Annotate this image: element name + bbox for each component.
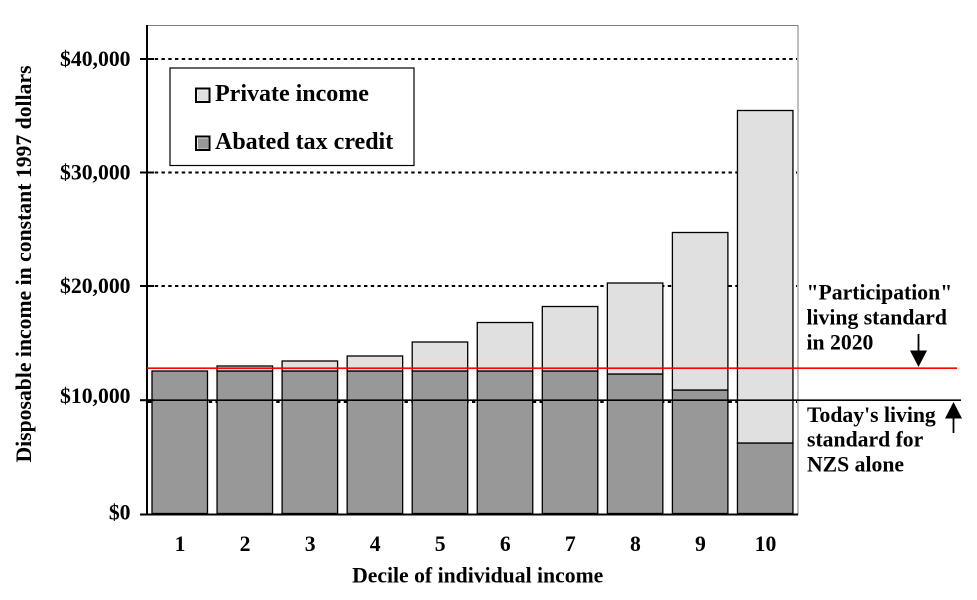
svg-text:$20,000: $20,000 — [60, 274, 131, 298]
svg-text:$10,000: $10,000 — [60, 384, 131, 408]
svg-text:NZS alone: NZS alone — [807, 452, 904, 476]
svg-text:Private income: Private income — [215, 81, 369, 107]
svg-text:Today's living: Today's living — [807, 403, 936, 427]
svg-text:"Participation": "Participation" — [807, 281, 953, 305]
svg-text:$30,000: $30,000 — [60, 161, 131, 185]
svg-text:4: 4 — [370, 532, 381, 556]
svg-text:8: 8 — [630, 532, 641, 556]
svg-text:5: 5 — [435, 532, 446, 556]
svg-text:2: 2 — [240, 532, 251, 556]
svg-text:Disposable income in constant: Disposable income in constant 1997 dolla… — [12, 65, 36, 462]
svg-text:$40,000: $40,000 — [60, 47, 131, 71]
svg-text:in 2020: in 2020 — [807, 330, 874, 354]
svg-text:9: 9 — [695, 532, 706, 556]
svg-text:Decile of individual income: Decile of individual income — [352, 564, 604, 588]
svg-text:Abated tax credit: Abated tax credit — [215, 129, 393, 155]
svg-text:standard for: standard for — [807, 428, 924, 452]
svg-text:10: 10 — [755, 532, 777, 556]
svg-text:1: 1 — [175, 532, 186, 556]
svg-text:living standard: living standard — [807, 306, 947, 330]
svg-text:$0: $0 — [109, 501, 131, 525]
svg-text:3: 3 — [305, 532, 316, 556]
svg-text:6: 6 — [500, 532, 511, 556]
svg-text:7: 7 — [565, 532, 576, 556]
